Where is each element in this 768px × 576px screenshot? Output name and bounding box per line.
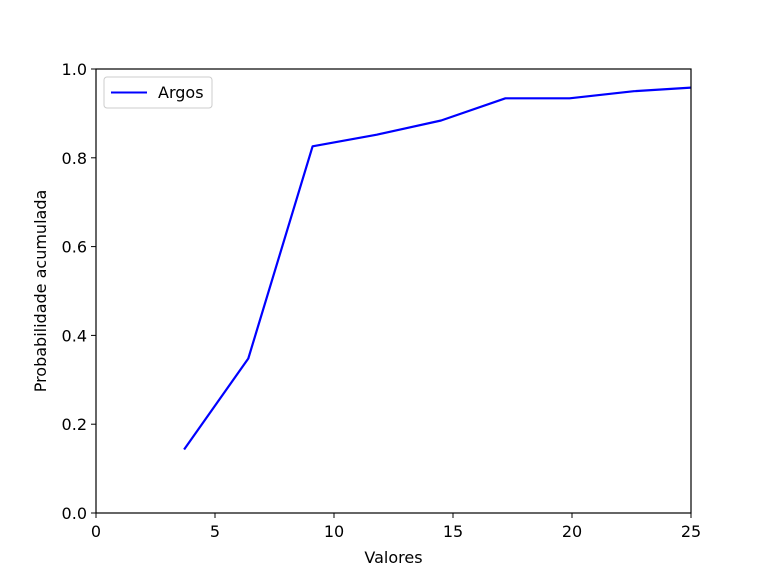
- y-tick-label: 0.8: [62, 149, 87, 168]
- x-tick-label: 20: [562, 522, 582, 541]
- y-axis-ticks: 0.0 0.2 0.4 0.6 0.8 1.0: [62, 60, 96, 523]
- series-line-0: [183, 86, 692, 451]
- x-axis-ticks: 0 5 10 15 20 25: [91, 513, 701, 541]
- x-tick-label: 10: [324, 522, 344, 541]
- y-tick-label: 0.0: [62, 504, 87, 523]
- y-tick-label: 0.2: [62, 415, 87, 434]
- legend-series-label: Argos: [158, 83, 204, 102]
- plot-area-frame: [95, 68, 692, 514]
- x-axis-title: Valores: [364, 548, 422, 567]
- legend-box: [103, 76, 213, 109]
- y-axis-title: Probabilidade acumulada: [31, 190, 50, 393]
- x-tick-label: 0: [91, 522, 101, 541]
- series-layer: [183, 86, 692, 451]
- x-tick-label: 15: [443, 522, 463, 541]
- x-tick-label: 25: [681, 522, 701, 541]
- y-tick-label: 0.4: [62, 326, 87, 345]
- x-tick-label: 5: [210, 522, 220, 541]
- legend: Argos: [103, 76, 213, 109]
- y-tick-label: 1.0: [62, 60, 87, 79]
- y-tick-label: 0.6: [62, 238, 87, 257]
